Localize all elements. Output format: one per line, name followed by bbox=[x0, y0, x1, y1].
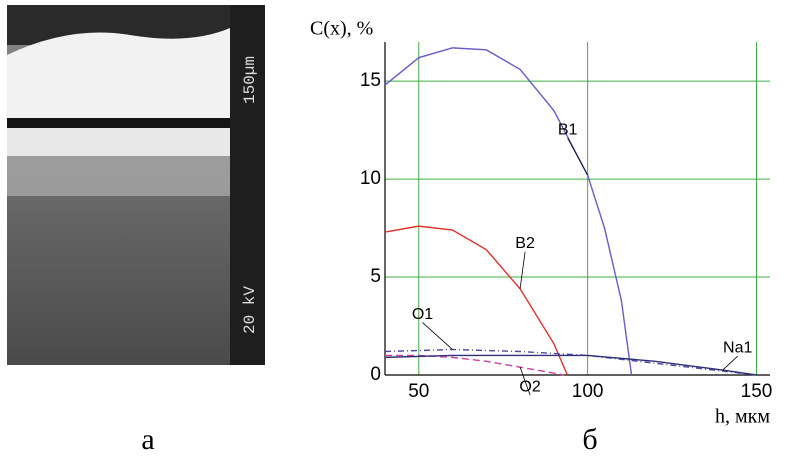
label-leader bbox=[519, 251, 526, 289]
panel-caption: а bbox=[141, 423, 154, 456]
series-line bbox=[384, 348, 757, 376]
x-axis-label: h, мкм bbox=[715, 406, 770, 428]
series-line bbox=[384, 354, 757, 376]
series-label: B2 bbox=[515, 235, 535, 252]
series-label: B1 bbox=[558, 121, 578, 138]
y-tick-label: 10 bbox=[360, 168, 381, 189]
x-tick-label: 100 bbox=[572, 381, 604, 402]
panel-caption: б bbox=[582, 423, 597, 456]
series-line bbox=[384, 225, 569, 376]
label-leader bbox=[567, 138, 588, 176]
series-line bbox=[384, 47, 633, 376]
scale-label: 150µm bbox=[241, 56, 259, 104]
label-leader bbox=[722, 355, 738, 371]
series-label: Na1 bbox=[723, 339, 752, 356]
y-axis-label: C(x), % bbox=[310, 18, 373, 40]
series-line bbox=[385, 354, 565, 376]
label-leader bbox=[422, 322, 453, 350]
voltage-label: 20 kV bbox=[241, 286, 259, 334]
y-tick-label: 15 bbox=[360, 70, 381, 91]
label-leader bbox=[519, 367, 531, 396]
series-label: O2 bbox=[519, 378, 540, 395]
micrograph: 150µm 20 kV bbox=[7, 5, 265, 365]
series-label: O1 bbox=[412, 306, 433, 323]
x-tick-label: 50 bbox=[408, 381, 429, 402]
y-tick-label: 0 bbox=[370, 364, 381, 385]
y-tick-label: 5 bbox=[370, 266, 381, 287]
x-tick-label: 150 bbox=[741, 381, 773, 402]
